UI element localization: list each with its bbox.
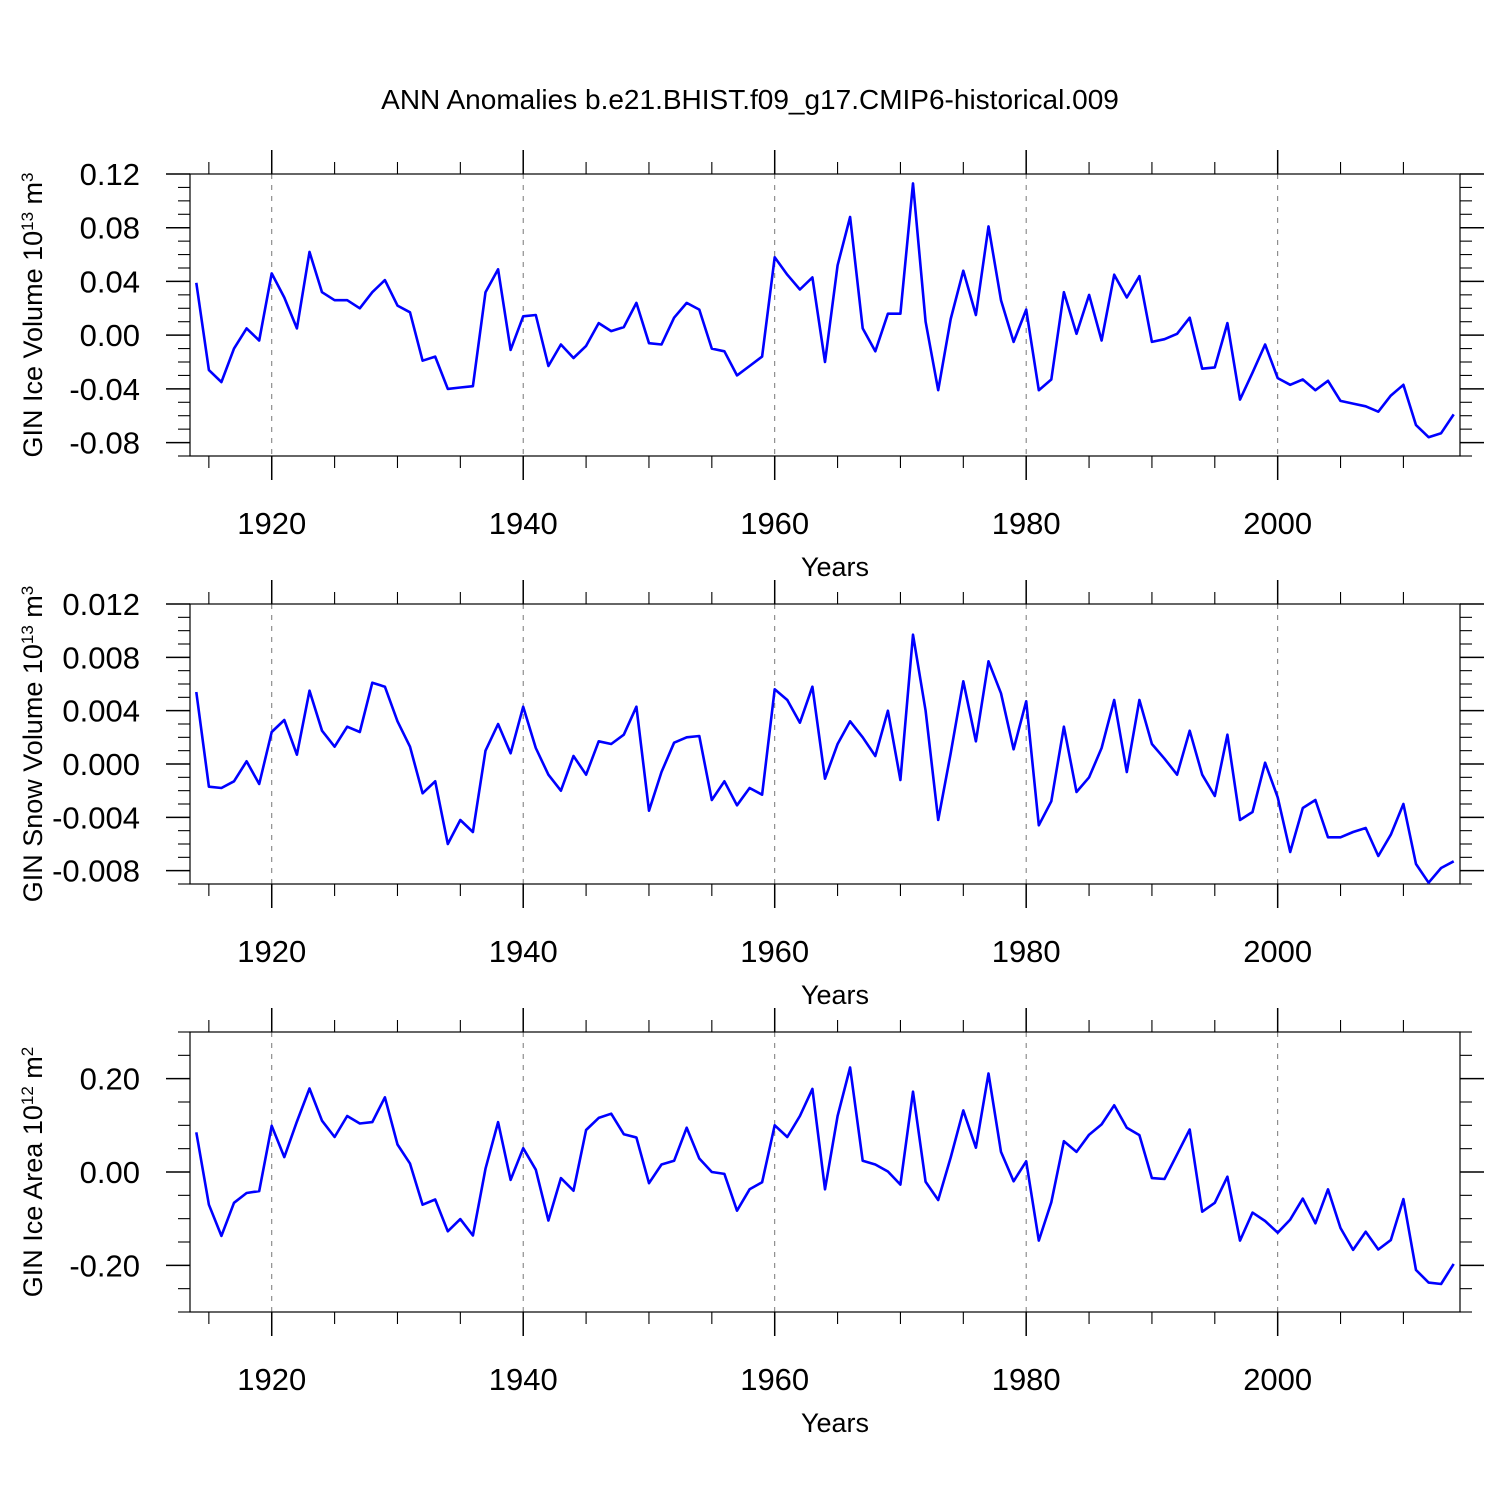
x-tick-label: 1960 bbox=[740, 934, 809, 969]
x-tick-label: 1980 bbox=[992, 1362, 1061, 1397]
x-tick-label: 2000 bbox=[1243, 506, 1312, 541]
y-axis-title: GIN Ice Volume 1013 m3 bbox=[18, 172, 49, 457]
x-tick-label: 1980 bbox=[992, 934, 1061, 969]
x-tick-label: 1940 bbox=[489, 934, 558, 969]
y-tick-label: 0.000 bbox=[62, 747, 140, 782]
y-tick-label: -0.04 bbox=[69, 372, 140, 407]
x-tick-label: 1940 bbox=[489, 1362, 558, 1397]
y-tick-label: 0.008 bbox=[62, 640, 140, 675]
y-tick-label: 0.12 bbox=[80, 157, 140, 192]
y-title-unit-exponent: 3 bbox=[18, 586, 37, 595]
y-title-unit: m bbox=[18, 1056, 48, 1086]
y-title-base: GIN Ice Area 10 bbox=[18, 1105, 48, 1297]
y-axis-title: GIN Snow Volume 1013 m3 bbox=[18, 586, 49, 903]
plot-frame bbox=[189, 173, 1461, 457]
series-line-snow-volume bbox=[195, 633, 1455, 885]
x-axis-title: Years bbox=[801, 1408, 869, 1438]
figure-title: ANN Anomalies b.e21.BHIST.f09_g17.CMIP6-… bbox=[381, 84, 1119, 115]
x-tick-label: 1920 bbox=[237, 506, 306, 541]
y-tick-label: -0.08 bbox=[69, 426, 140, 461]
y-tick-label: 0.012 bbox=[62, 587, 140, 622]
plot-frame bbox=[189, 603, 1461, 885]
x-axis-title: Years bbox=[801, 980, 869, 1010]
y-title-exponent: 12 bbox=[18, 1086, 37, 1105]
y-tick-label: -0.004 bbox=[52, 800, 140, 835]
y-title-unit-exponent: 3 bbox=[18, 172, 37, 181]
y-title-exponent: 13 bbox=[18, 625, 37, 644]
x-tick-label: 2000 bbox=[1243, 1362, 1312, 1397]
y-tick-label: -0.20 bbox=[69, 1248, 140, 1283]
y-title-base: GIN Snow Volume 10 bbox=[18, 644, 48, 902]
x-tick-label: 1940 bbox=[489, 506, 558, 541]
x-tick-label: 1980 bbox=[992, 506, 1061, 541]
y-tick-label: 0.20 bbox=[80, 1062, 140, 1097]
y-tick-label: 0.00 bbox=[80, 318, 140, 353]
y-title-unit-exponent: 2 bbox=[18, 1047, 37, 1056]
x-tick-label: 2000 bbox=[1243, 934, 1312, 969]
panel-ice-volume: -0.08 -0.04 0.00 0.04 0.08 0.12 1920 1940 1960 19… bbox=[18, 150, 1484, 582]
y-title-exponent: 13 bbox=[18, 212, 37, 231]
x-tick-label: 1960 bbox=[740, 1362, 809, 1397]
x-tick-label: 1920 bbox=[237, 1362, 306, 1397]
x-tick-label: 1920 bbox=[237, 934, 306, 969]
x-axis-title: Years bbox=[801, 552, 869, 582]
y-tick-label: 0.04 bbox=[80, 264, 140, 299]
panel-snow-volume: -0.008 -0.004 0.000 0.004 0.008 0.012 1920 1940… bbox=[18, 580, 1484, 1010]
series-line-ice-volume bbox=[195, 182, 1455, 439]
y-title-unit: m bbox=[18, 182, 48, 212]
y-tick-label: -0.008 bbox=[52, 854, 140, 889]
y-tick-label: 0.004 bbox=[62, 694, 140, 729]
panel-ice-area: -0.20 0.00 0.20 1920 1940 1960 1980 2000 Years GI… bbox=[18, 1008, 1484, 1438]
y-axis-title: GIN Ice Area 1012 m2 bbox=[18, 1047, 49, 1298]
y-title-unit: m bbox=[18, 595, 48, 625]
plot-frame bbox=[189, 1031, 1461, 1313]
y-tick-label: 0.08 bbox=[80, 211, 140, 246]
x-tick-label: 1960 bbox=[740, 506, 809, 541]
series-line-ice-area bbox=[195, 1066, 1455, 1286]
y-tick-label: 0.00 bbox=[80, 1155, 140, 1190]
y-title-base: GIN Ice Volume 10 bbox=[18, 231, 48, 458]
